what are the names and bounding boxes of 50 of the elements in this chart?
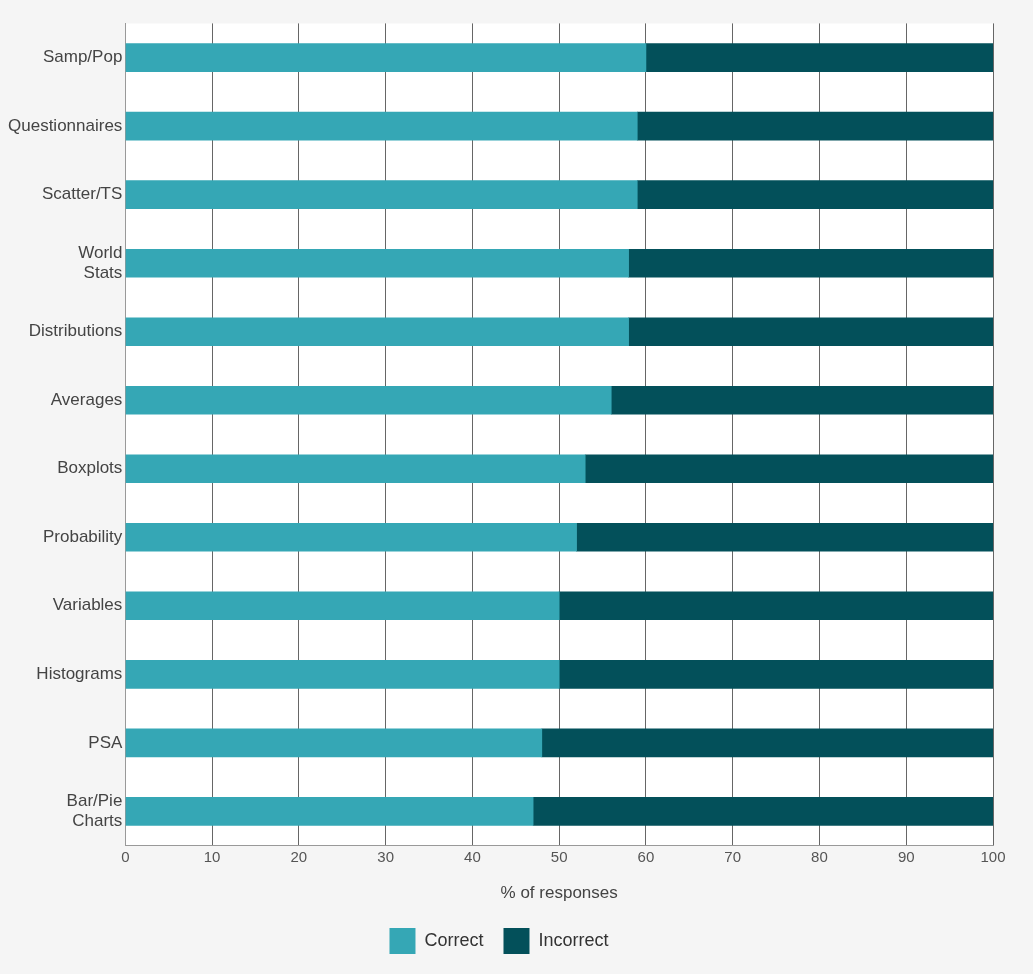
y-tick-label: PSA xyxy=(88,732,123,752)
bar xyxy=(125,317,629,347)
bar xyxy=(584,454,993,484)
x-tick-label: 60 xyxy=(637,847,655,865)
x-tick-label: 80 xyxy=(811,847,828,865)
y-tick-label: Scatter/TS xyxy=(42,184,123,204)
bar xyxy=(645,43,993,72)
y-tick-label: Distributions xyxy=(28,321,123,341)
y-tick-label: Probability xyxy=(42,526,123,546)
bar xyxy=(125,522,577,552)
bar xyxy=(125,248,629,278)
bar xyxy=(576,522,993,552)
bar xyxy=(125,385,612,415)
x-tick-label: 70 xyxy=(724,847,742,865)
legend-label: Correct xyxy=(424,929,484,950)
y-tick-label: World Stats xyxy=(78,242,123,283)
bar xyxy=(628,317,993,347)
bar xyxy=(125,591,560,621)
bar xyxy=(636,180,993,210)
y-tick-label: Variables xyxy=(52,595,123,615)
bar xyxy=(610,385,993,415)
y-tick-label: Histograms xyxy=(36,664,123,683)
legend-label: Incorrect xyxy=(538,929,609,950)
y-tick-label: Boxplots xyxy=(57,458,123,478)
y-tick-label: Questionnaires xyxy=(8,115,123,135)
x-tick-label: 0 xyxy=(121,847,130,865)
bar xyxy=(558,659,993,689)
bar xyxy=(628,248,993,278)
x-tick-label: 90 xyxy=(897,847,915,865)
x-axis-title: % of responses xyxy=(500,883,618,903)
y-tick-label: Averages xyxy=(50,389,123,409)
x-tick-label: 100 xyxy=(980,847,1006,865)
x-tick-label: 30 xyxy=(377,847,394,865)
y-tick-label: Samp/Pop xyxy=(42,47,123,67)
bar xyxy=(125,111,638,141)
bar xyxy=(125,180,638,210)
bar xyxy=(125,43,647,72)
x-tick-label: 20 xyxy=(290,847,308,865)
bar xyxy=(532,797,993,826)
x-tick-label: 10 xyxy=(203,847,221,865)
bar xyxy=(125,659,560,689)
bar xyxy=(558,591,993,621)
bar xyxy=(125,454,586,484)
bar xyxy=(125,797,534,826)
bar xyxy=(125,728,543,758)
x-tick-label: 50 xyxy=(550,847,568,865)
x-tick-label: 40 xyxy=(464,847,481,865)
bar xyxy=(636,111,993,141)
bar xyxy=(541,728,993,758)
y-tick-label: Bar/Pie Charts xyxy=(66,790,123,831)
